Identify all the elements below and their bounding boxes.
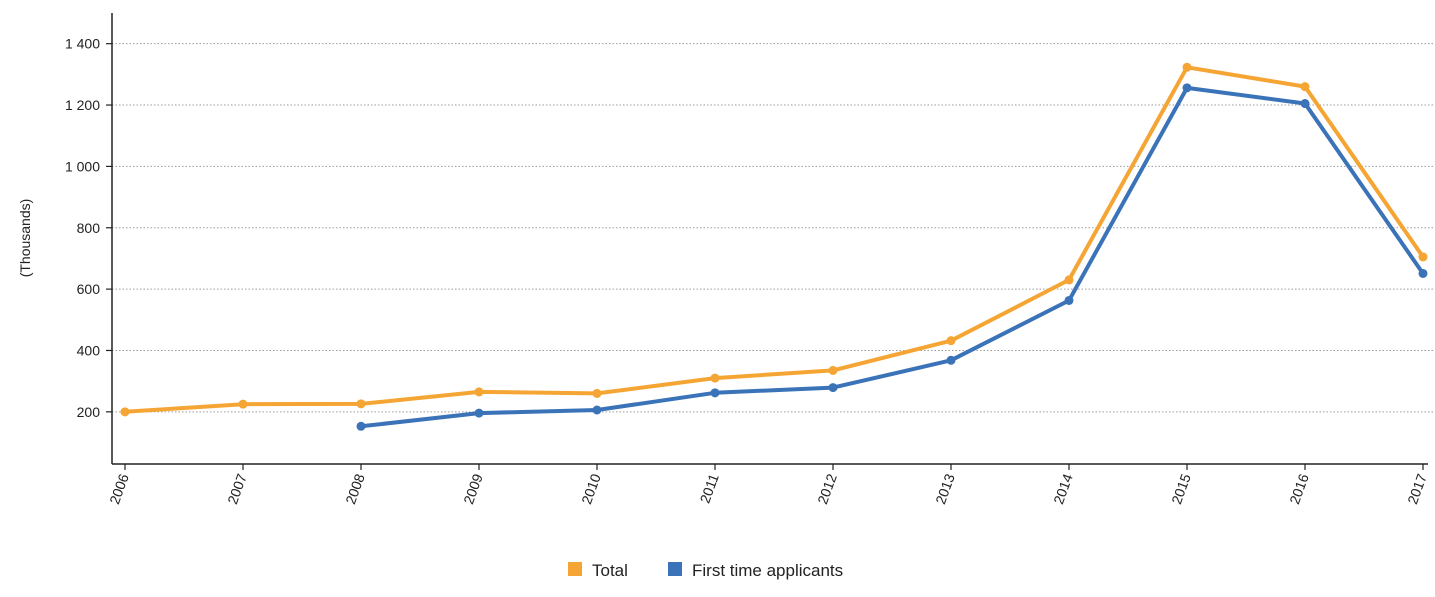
y-tick-label: 1 000 xyxy=(65,158,100,174)
data-point xyxy=(710,373,720,383)
x-tick-label: 2009 xyxy=(460,471,486,506)
x-tick-label: 2008 xyxy=(342,471,368,506)
data-point xyxy=(1300,99,1310,109)
data-point xyxy=(1182,62,1192,72)
data-point xyxy=(1064,295,1074,305)
data-point xyxy=(828,383,838,393)
x-tick-label: 2012 xyxy=(814,471,840,506)
x-tick-label: 2006 xyxy=(106,471,132,506)
legend-swatch xyxy=(568,562,582,576)
x-tick-label: 2010 xyxy=(578,471,604,506)
data-point xyxy=(946,355,956,365)
data-point xyxy=(356,421,366,431)
data-point xyxy=(592,405,602,415)
data-point xyxy=(474,408,484,418)
data-point xyxy=(1418,252,1428,262)
y-axis-title: (Thousands) xyxy=(17,199,33,278)
legend: Total First time applicants xyxy=(568,561,843,580)
x-tick-label: 2016 xyxy=(1286,471,1312,506)
data-point xyxy=(120,407,130,417)
data-point xyxy=(1064,275,1074,285)
y-axis: 200 400 600 800 1 000 1 200 1 400 xyxy=(65,13,113,464)
legend-swatch xyxy=(668,562,682,576)
data-point xyxy=(238,399,248,409)
y-tick-label: 200 xyxy=(77,404,101,420)
grid-lines xyxy=(112,43,1434,413)
data-point xyxy=(474,387,484,397)
series-line xyxy=(123,65,1425,414)
legend-label: First time applicants xyxy=(692,561,843,580)
x-axis: 2006 2007 2008 2009 2010 2011 2012 2013 2014 2015… xyxy=(106,463,1430,506)
x-tick-label: 2017 xyxy=(1404,471,1430,506)
x-tick-label: 2015 xyxy=(1168,471,1194,506)
data-point xyxy=(1418,268,1428,278)
series-group xyxy=(120,62,1428,431)
y-tick-label: 800 xyxy=(77,220,101,236)
x-tick-label: 2014 xyxy=(1050,471,1076,506)
data-point xyxy=(1182,83,1192,93)
x-tick-label: 2013 xyxy=(932,471,958,506)
legend-label: Total xyxy=(592,561,628,580)
data-point xyxy=(1300,82,1310,92)
data-point xyxy=(356,399,366,409)
data-point xyxy=(710,388,720,398)
data-point xyxy=(592,388,602,398)
x-tick-label: 2007 xyxy=(224,471,250,506)
y-tick-label: 1 400 xyxy=(65,36,100,52)
data-point xyxy=(946,336,956,346)
y-tick-label: 1 200 xyxy=(65,97,100,113)
x-tick-label: 2011 xyxy=(696,471,721,505)
series-line xyxy=(359,85,1425,429)
y-tick-label: 400 xyxy=(77,342,101,358)
data-point xyxy=(828,365,838,375)
y-tick-label: 600 xyxy=(77,281,101,297)
